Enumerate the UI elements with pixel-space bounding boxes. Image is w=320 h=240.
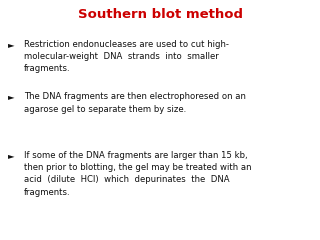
Text: Southern blot method: Southern blot method bbox=[77, 8, 243, 21]
Text: ►: ► bbox=[8, 92, 14, 101]
Text: If some of the DNA fragments are larger than 15 kb,
then prior to blotting, the : If some of the DNA fragments are larger … bbox=[24, 151, 252, 197]
Text: Restriction endonucleases are used to cut high-
molecular-weight  DNA  strands  : Restriction endonucleases are used to cu… bbox=[24, 40, 229, 73]
Text: ►: ► bbox=[8, 40, 14, 49]
Text: ►: ► bbox=[8, 151, 14, 160]
Text: The DNA fragments are then electrophoresed on an
agarose gel to separate them by: The DNA fragments are then electrophores… bbox=[24, 92, 246, 114]
